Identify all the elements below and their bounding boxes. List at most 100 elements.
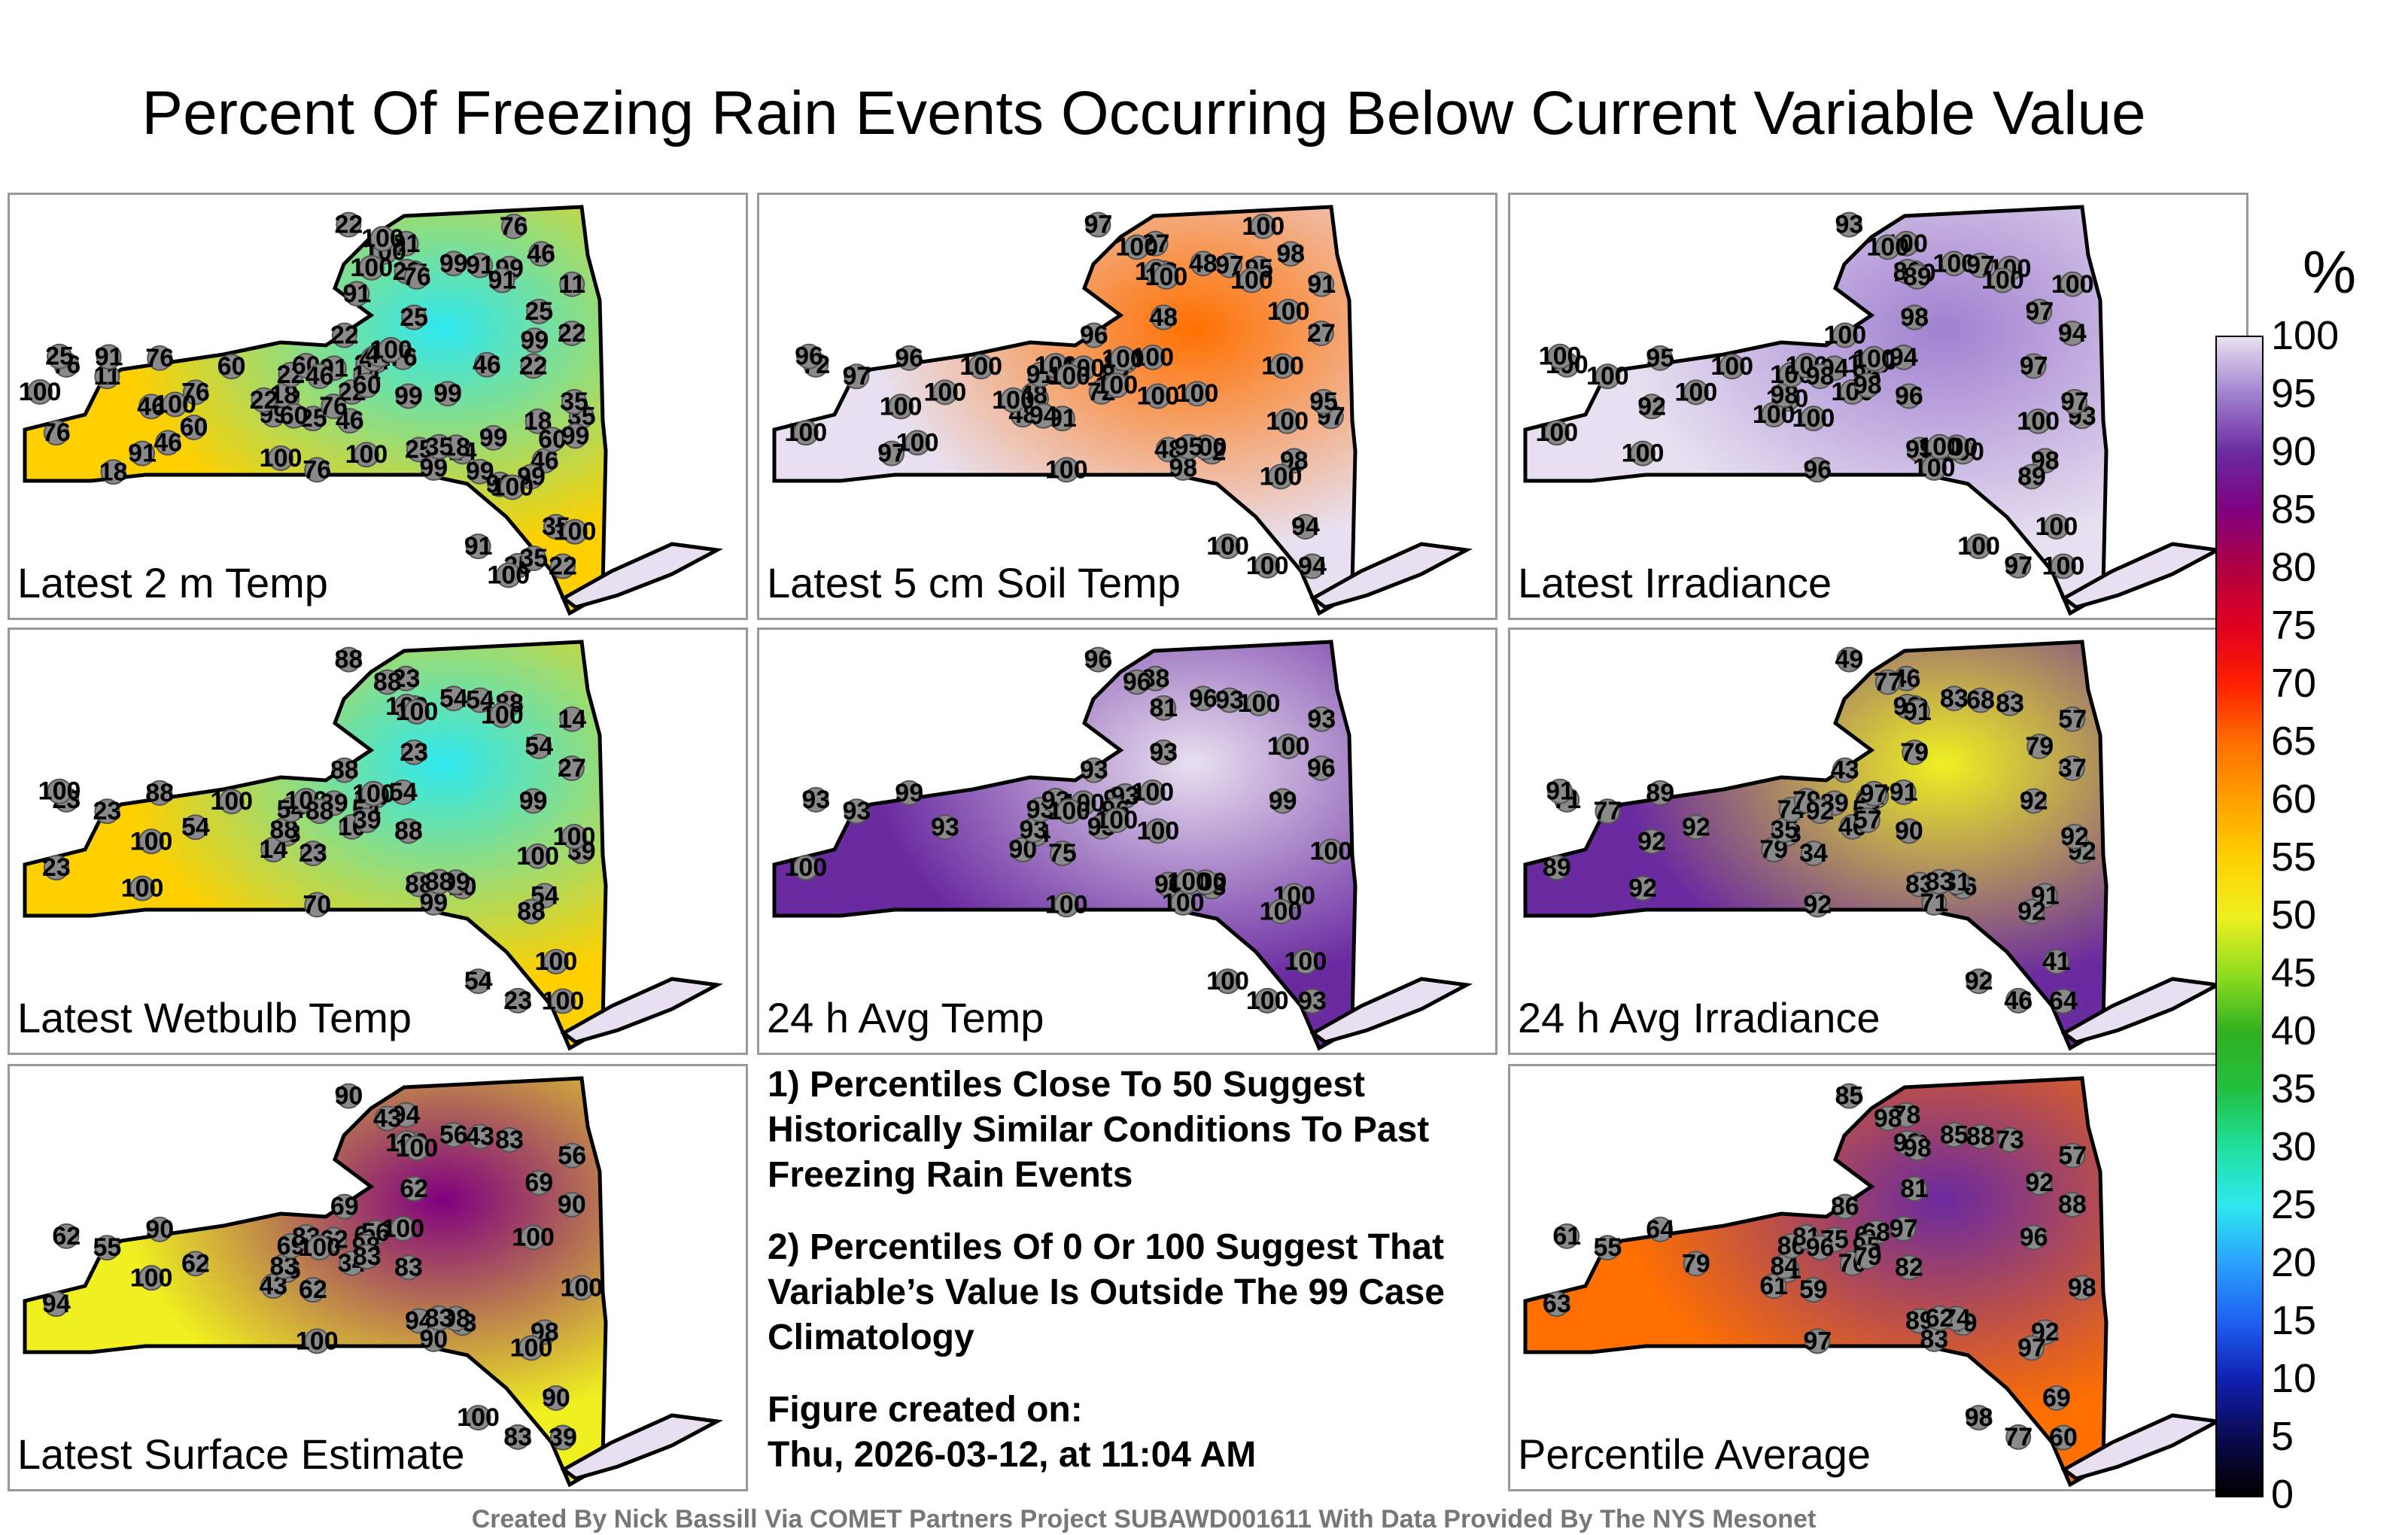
station-marker <box>1926 433 1953 460</box>
station-value: 48 <box>1149 303 1178 332</box>
station-marker <box>1761 1273 1787 1299</box>
station-marker <box>147 1216 173 1242</box>
station-value: 83 <box>495 1126 524 1154</box>
station-marker <box>1630 440 1656 467</box>
station-value: 97 <box>2004 552 2033 580</box>
station-value: 88 <box>1966 1123 1995 1151</box>
state-map <box>772 640 1473 1051</box>
map-panel-percentile-average: 5961607880706055576181866849618988848685… <box>1508 1064 2248 1491</box>
station-marker <box>1081 757 1107 783</box>
station-marker <box>426 868 452 895</box>
station-value: 98 <box>1874 1104 1902 1132</box>
station-value: 89 <box>1543 853 1571 882</box>
station-marker <box>1268 898 1294 925</box>
station-marker <box>2059 1191 2085 1217</box>
station-marker <box>1103 372 1130 399</box>
station-marker <box>2019 1335 2045 1361</box>
state-map <box>1523 1076 2224 1488</box>
station-marker <box>138 1265 165 1291</box>
station-value: 90 <box>334 1082 363 1111</box>
station-value: 100 <box>1267 297 1310 326</box>
station-value: 83 <box>503 1423 532 1451</box>
station-value: 100 <box>130 827 173 856</box>
station-marker <box>129 440 156 467</box>
station-value: 99 <box>479 424 508 452</box>
station-value: 97 <box>2025 297 2054 326</box>
station-value: 56 <box>439 1120 468 1149</box>
figure-created-date: Thu, 2026-03-12, at 11:04 AM <box>768 1435 1257 1475</box>
station-marker <box>1807 363 1833 390</box>
station-marker <box>1800 1277 1826 1303</box>
station-marker <box>401 739 427 765</box>
station-marker <box>2026 733 2053 759</box>
station-value: 94 <box>2058 319 2087 348</box>
station-marker <box>558 1191 585 1217</box>
station-marker <box>2043 1385 2069 1411</box>
station-marker <box>2005 552 2032 579</box>
colorbar-tick-label: 20 <box>2271 1240 2317 1285</box>
station-marker <box>792 855 819 881</box>
station-marker <box>1217 252 1243 278</box>
station-marker <box>374 1105 400 1132</box>
station-marker <box>129 875 156 901</box>
station-value: 95 <box>1309 388 1338 416</box>
station-value: 100 <box>1206 967 1249 995</box>
map-panel-5cm-soil-temp: 9191822795729497914848962772724827489148… <box>757 193 1497 620</box>
colorbar-tick-label: 35 <box>2271 1066 2317 1111</box>
station-marker <box>1308 755 1334 781</box>
station-value: 59 <box>1799 1275 1828 1304</box>
station-value: 57 <box>1853 806 1882 834</box>
station-value: 100 <box>2017 407 2060 436</box>
station-marker <box>568 1275 594 1301</box>
station-value: 100 <box>2036 512 2078 541</box>
station-marker <box>2062 823 2088 850</box>
station-marker <box>1139 779 1166 805</box>
station-marker <box>1103 807 1130 834</box>
station-marker <box>1151 695 1177 721</box>
station-marker <box>467 687 494 713</box>
station-marker <box>1110 345 1136 372</box>
credit-footer: Created By Nick Bassill Via COMET Partne… <box>471 1505 1817 1533</box>
station-marker <box>1966 968 1992 995</box>
station-value: 100 <box>992 386 1035 415</box>
station-value: 48 <box>1189 249 1218 278</box>
map-panel-24h-avg-irradiance: 3453434679466477577979435756718337357483… <box>1508 628 2248 1055</box>
station-value: 93 <box>1307 705 1336 734</box>
station-value: 91 <box>342 279 371 308</box>
map-svg: 2522229135222211119925221414762522182299… <box>19 205 724 616</box>
note-2: 2) Percentiles Of 0 Or 100 Suggest That … <box>768 1227 1445 1357</box>
station-marker <box>2050 1424 2076 1451</box>
station-marker <box>395 818 421 844</box>
station-value: 100 <box>924 378 967 406</box>
station-marker <box>561 388 588 415</box>
long-island-outline <box>2060 977 2224 1044</box>
station-value: 100 <box>1823 321 1866 350</box>
station-value: 100 <box>369 336 412 364</box>
station-marker <box>336 211 362 238</box>
station-marker <box>281 403 307 429</box>
station-marker <box>1968 252 1994 278</box>
station-value: 85 <box>1835 1082 1863 1111</box>
station-value: 100 <box>296 1327 339 1355</box>
station-marker <box>968 354 994 380</box>
colorbar-tick-label: 10 <box>2271 1356 2317 1401</box>
station-value: 23 <box>503 986 532 1015</box>
station-marker <box>2026 1169 2053 1196</box>
station-value: 77 <box>2004 1423 2033 1451</box>
station-value: 99 <box>520 326 549 354</box>
station-value: 100 <box>350 254 393 282</box>
station-value: 76 <box>403 263 431 291</box>
state-map <box>23 640 724 1051</box>
station-value: 92 <box>1965 967 1993 995</box>
station-marker <box>1639 828 1665 855</box>
station-value: 88 <box>334 646 363 674</box>
station-marker <box>1874 669 1901 695</box>
colorbar-tick-label: 90 <box>2271 429 2317 474</box>
colorbar-tick-label: 55 <box>2271 834 2317 880</box>
figure-created-label: Figure created on: <box>768 1390 1083 1430</box>
station-value: 100 <box>1206 532 1249 561</box>
station-marker <box>1861 780 1887 807</box>
station-marker <box>360 780 387 807</box>
station-marker <box>549 988 576 1014</box>
station-value: 25 <box>45 342 74 371</box>
